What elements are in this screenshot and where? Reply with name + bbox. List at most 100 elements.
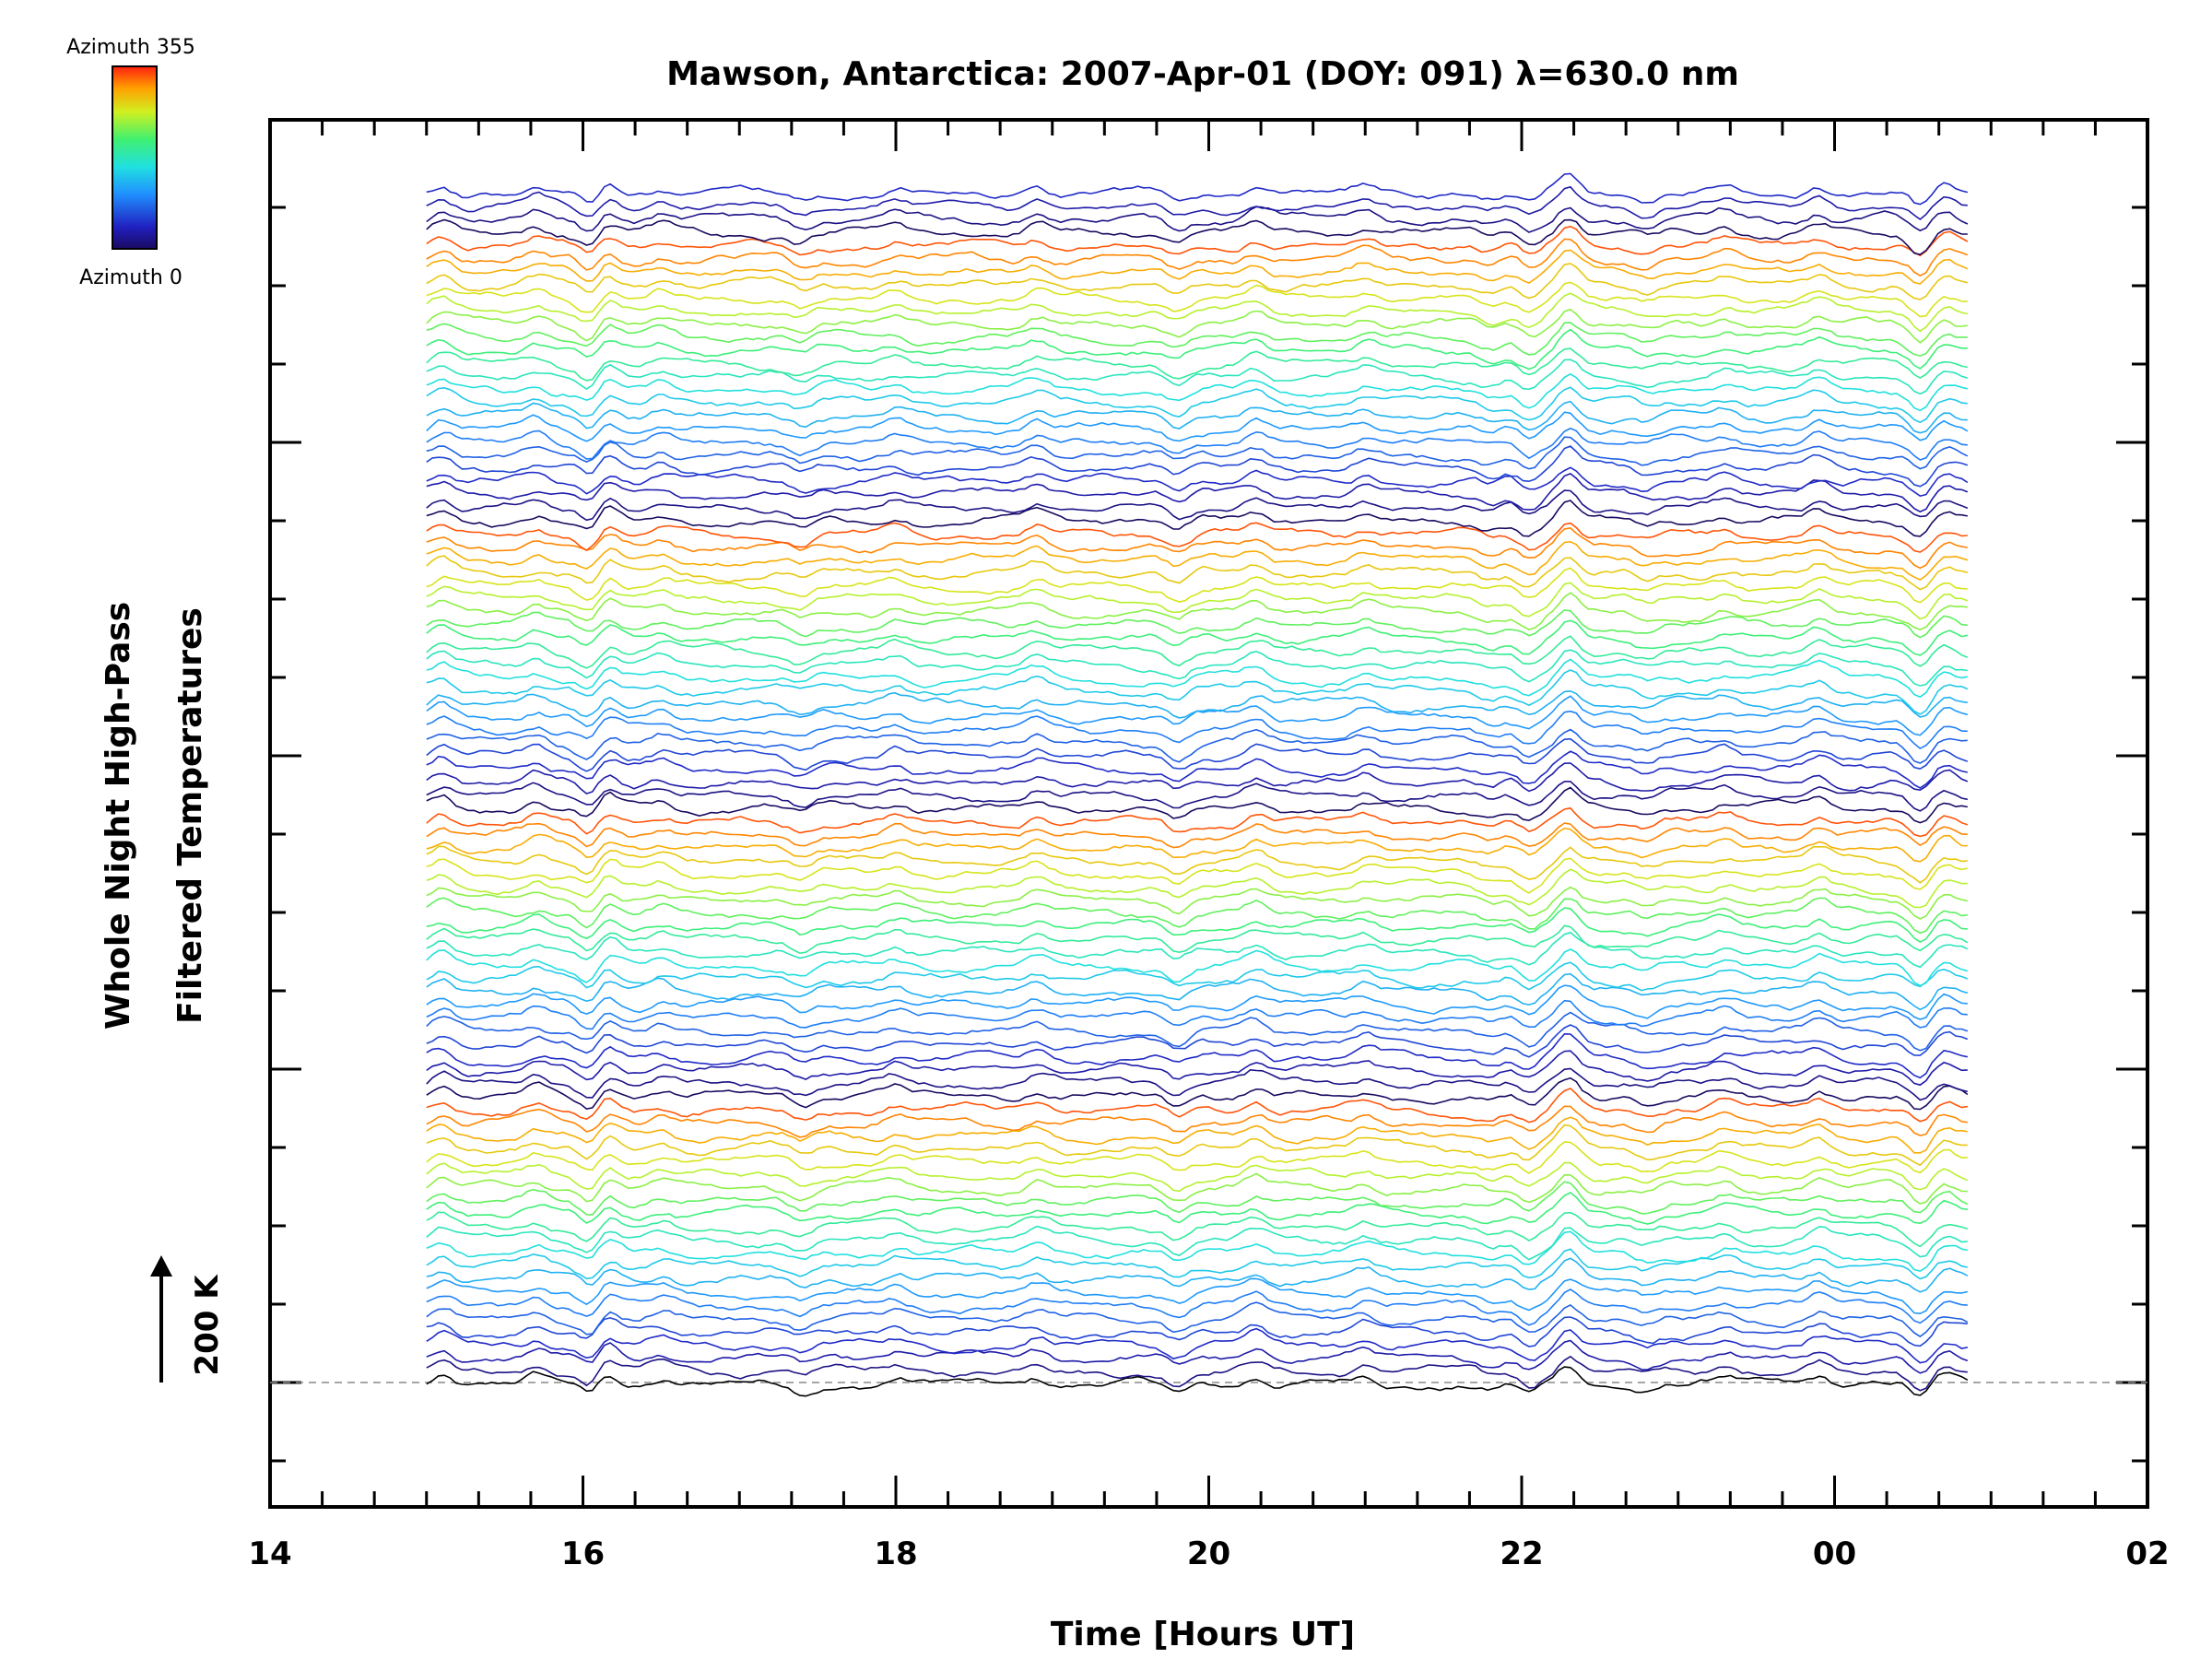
series-line <box>426 689 1968 719</box>
series-line <box>426 347 1968 382</box>
series-line <box>426 806 1969 838</box>
series-line <box>426 225 1969 257</box>
series-line <box>426 206 1969 233</box>
series-line <box>426 1211 1969 1248</box>
y-axis-label-line1: Whole Night High-Pass <box>100 602 137 1030</box>
series-line <box>426 567 1968 604</box>
series-line <box>426 411 1969 442</box>
series-line <box>426 1024 1969 1058</box>
series-line <box>426 1141 1968 1174</box>
scale-bar: 200 K <box>150 1255 226 1382</box>
series-group <box>426 172 1969 1397</box>
series-line <box>426 1277 1968 1315</box>
series-line <box>426 1105 1968 1138</box>
series-line <box>426 762 1969 794</box>
series-line <box>426 649 1968 687</box>
series-line <box>426 400 1968 434</box>
series-line <box>426 1087 1968 1124</box>
series-line <box>426 472 1969 513</box>
series-line <box>426 635 1969 669</box>
axis-ticks <box>268 120 2149 1507</box>
series-line <box>426 445 1969 488</box>
series-line <box>426 1301 1969 1338</box>
series-line <box>426 1355 1968 1392</box>
series-line <box>426 695 1969 736</box>
series-line <box>426 1161 1969 1193</box>
series-line <box>426 948 1969 987</box>
scale-arrow-head <box>150 1255 172 1277</box>
series-line <box>426 868 1968 909</box>
series-line <box>426 822 1968 849</box>
series-line <box>426 436 1969 470</box>
colorbar-bottom-label: Azimuth 0 <box>79 266 182 289</box>
x-tick-label: 18 <box>874 1535 917 1572</box>
chart-title: Mawson, Antarctica: 2007-Apr-01 (DOY: 09… <box>666 55 1739 93</box>
series-line <box>426 1032 1968 1079</box>
series-line <box>426 1230 1968 1273</box>
series-line <box>426 897 1968 935</box>
series-line <box>426 540 1969 582</box>
series-line <box>426 658 1968 699</box>
x-tick-label: 16 <box>561 1535 605 1572</box>
colorbar-gradient <box>112 65 158 250</box>
series-line <box>426 1050 1968 1087</box>
series-line <box>426 1339 1969 1374</box>
series-line <box>426 1011 1969 1052</box>
series-line <box>426 750 1968 789</box>
series-line <box>426 886 1968 920</box>
series-line <box>426 427 1968 461</box>
x-tick-label: 22 <box>1500 1535 1543 1572</box>
colorbar-top-label: Azimuth 355 <box>66 36 195 59</box>
x-tick-label: 14 <box>248 1535 291 1572</box>
series-line <box>426 608 1968 639</box>
series-line <box>426 522 1968 553</box>
series-line <box>426 466 1969 497</box>
series-line <box>426 1257 1969 1293</box>
series-line <box>426 924 1969 955</box>
series-line <box>426 527 1968 570</box>
series-line <box>426 781 1968 812</box>
series-line <box>426 249 1969 285</box>
series-line <box>426 827 1968 863</box>
series-line <box>426 786 1968 824</box>
series-line <box>426 489 1969 522</box>
scale-bar-label: 200 K <box>189 1274 226 1376</box>
series-line <box>426 1067 1968 1101</box>
series-line <box>426 845 1968 884</box>
series-line <box>426 292 1968 333</box>
series-line <box>426 1181 1969 1216</box>
series-line <box>426 1316 1968 1347</box>
x-axis-label: Time [Hours UT] <box>1051 1616 1355 1653</box>
series-line <box>426 857 1968 894</box>
series-line <box>426 619 1968 656</box>
series-line <box>426 1288 1968 1326</box>
series-line <box>426 263 1968 300</box>
series-line <box>426 1116 1968 1154</box>
series-line <box>426 984 1968 1020</box>
y-axis-label-line2: Filtered Temperatures <box>171 607 209 1024</box>
series-line <box>426 281 1968 318</box>
series-line <box>426 1192 1968 1225</box>
plot-frame <box>268 118 2149 1509</box>
series-line <box>426 386 1968 424</box>
series-line <box>426 185 1968 221</box>
series-line <box>426 372 1968 412</box>
x-tick-label: 20 <box>1187 1535 1230 1572</box>
series-line <box>426 1172 1968 1205</box>
series-line <box>426 582 1969 620</box>
series-line <box>426 907 1968 944</box>
series-line <box>426 1248 1968 1280</box>
x-tick-label: 02 <box>2125 1535 2169 1572</box>
x-tick-labels: 14 16 18 20 22 00 02 <box>248 1535 2169 1572</box>
series-line <box>426 592 1968 630</box>
series-line <box>426 710 1968 750</box>
series-line <box>426 308 1968 344</box>
series-line <box>426 1366 1969 1397</box>
series-line <box>426 555 1968 591</box>
series-line <box>426 728 1968 764</box>
series-line <box>426 972 1969 1011</box>
series-line <box>426 1327 1968 1364</box>
series-line <box>426 1225 1968 1261</box>
series-line <box>426 218 1968 256</box>
